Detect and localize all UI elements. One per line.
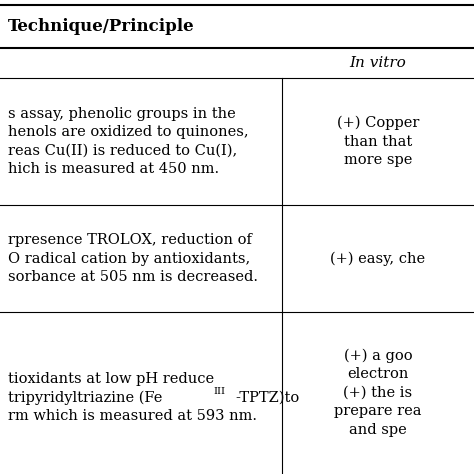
Text: O radical cation by antioxidants,: O radical cation by antioxidants, [8, 252, 250, 265]
Text: tripyridyltriazine (Fe: tripyridyltriazine (Fe [8, 391, 163, 405]
Text: henols are oxidized to quinones,: henols are oxidized to quinones, [8, 125, 249, 139]
Text: than that: than that [344, 135, 412, 148]
Text: -TPTZ)to: -TPTZ)to [235, 391, 299, 405]
Text: s assay, phenolic groups in the: s assay, phenolic groups in the [8, 107, 236, 121]
Text: hich is measured at 450 nm.: hich is measured at 450 nm. [8, 162, 219, 176]
Text: and spe: and spe [349, 423, 407, 437]
Text: rpresence TROLOX, reduction of: rpresence TROLOX, reduction of [8, 233, 252, 247]
Text: III: III [213, 386, 225, 395]
Text: (+) easy, che: (+) easy, che [330, 251, 426, 266]
Text: electron: electron [347, 367, 409, 382]
Text: tioxidants at low pH reduce: tioxidants at low pH reduce [8, 373, 214, 386]
Text: (+) the is: (+) the is [344, 386, 412, 400]
Text: Technique/Principle: Technique/Principle [8, 18, 195, 35]
Text: (+) a goo: (+) a goo [344, 349, 412, 363]
Text: prepare rea: prepare rea [334, 404, 422, 419]
Text: rm which is measured at 593 nm.: rm which is measured at 593 nm. [8, 410, 257, 423]
Text: (+) Copper: (+) Copper [337, 116, 419, 130]
Text: reas Cu(II) is reduced to Cu(I),: reas Cu(II) is reduced to Cu(I), [8, 144, 237, 158]
Text: sorbance at 505 nm is decreased.: sorbance at 505 nm is decreased. [8, 270, 258, 284]
Text: In vitro: In vitro [350, 56, 406, 70]
Text: more spe: more spe [344, 153, 412, 167]
